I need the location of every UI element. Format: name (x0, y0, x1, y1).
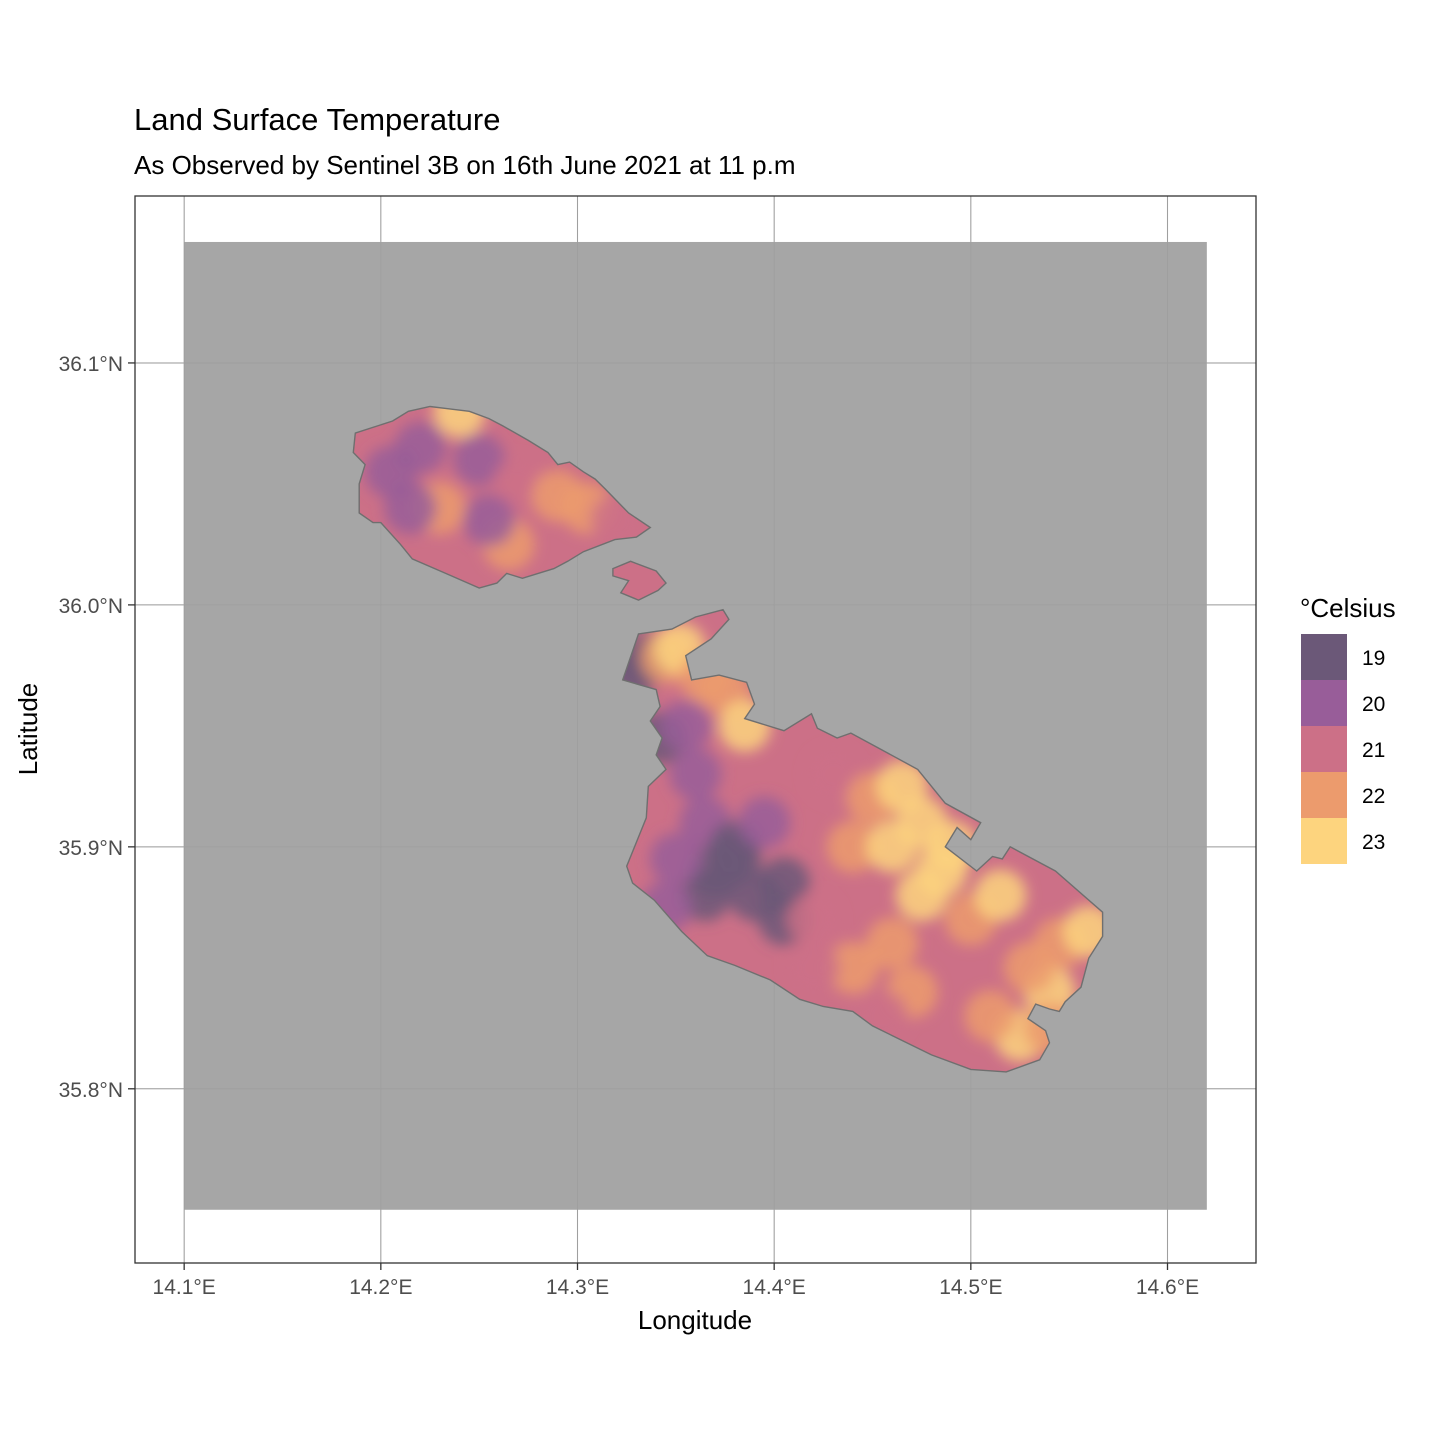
temperature-patch (787, 893, 840, 946)
temperature-patch (866, 917, 919, 970)
y-axis-title: Latitude (13, 683, 43, 776)
x-tick-label: 14.2°E (349, 1276, 412, 1299)
y-tick-label: 36.0°N (59, 595, 123, 618)
x-tick-label: 14.1°E (153, 1276, 216, 1299)
temperature-patch (659, 699, 712, 752)
temperature-patch (384, 482, 437, 535)
y-tick-label: 35.9°N (59, 837, 123, 860)
legend-swatch (1301, 680, 1347, 726)
temperature-patch (826, 820, 879, 873)
x-tick-label: 14.4°E (743, 1276, 806, 1299)
temperature-patches (364, 406, 643, 571)
temperature-patch (679, 869, 732, 922)
island-outline (621, 608, 1104, 1073)
x-axis: 14.1°E 14.2°E 14.3°E 14.4°E 14.5°E 14.6°E (153, 1263, 1199, 1299)
temperature-patch (876, 760, 928, 813)
temperature-patch (738, 796, 791, 849)
temperature-patch (433, 406, 486, 438)
y-tick-label: 36.1°N (59, 353, 123, 376)
y-axis: 35.8°N 35.9°N 36.0°N 36.1°N (59, 353, 135, 1102)
island-gozo (352, 405, 652, 589)
y-tick-label: 35.8°N (59, 1079, 123, 1102)
legend-label: 22 (1362, 785, 1385, 808)
legend-swatch (1301, 726, 1347, 772)
temperature-patch (669, 748, 722, 801)
temperature-patch (826, 941, 879, 994)
chart-subtitle: As Observed by Sentinel 3B on 16th June … (134, 150, 796, 180)
temperature-patch (649, 832, 702, 885)
island-comino (612, 560, 667, 601)
chart-title: Land Surface Temperature (134, 102, 501, 137)
x-tick-label: 14.5°E (939, 1276, 1002, 1299)
legend-swatch (1301, 634, 1347, 680)
temperature-patch (787, 941, 840, 994)
island-outline (612, 560, 667, 601)
island-fill (612, 561, 666, 601)
legend-title: °Celsius (1300, 593, 1396, 623)
legend-label: 21 (1362, 739, 1385, 762)
island-outline (352, 405, 652, 589)
legend-label: 19 (1362, 647, 1385, 670)
temperature-patch (463, 494, 515, 547)
x-tick-label: 14.3°E (546, 1276, 609, 1299)
legend-swatch (1301, 818, 1347, 864)
legend-label: 20 (1362, 693, 1385, 716)
legend-swatch (1301, 772, 1347, 818)
temperature-patch (807, 748, 860, 801)
temperature-patch (974, 869, 1027, 922)
temperature-patch (1003, 941, 1056, 994)
x-axis-title: Longitude (638, 1305, 752, 1335)
legend-label: 23 (1362, 831, 1385, 854)
temperature-patch (895, 869, 948, 922)
legend: °Celsius 19 20 21 22 23 (1300, 593, 1396, 864)
temperature-patch (492, 457, 545, 510)
plot-border (134, 195, 1257, 1264)
temperature-patch (453, 433, 506, 486)
temperature-patch (964, 990, 1017, 1043)
x-tick-label: 14.6°E (1136, 1276, 1199, 1299)
temperature-patch (758, 857, 810, 910)
